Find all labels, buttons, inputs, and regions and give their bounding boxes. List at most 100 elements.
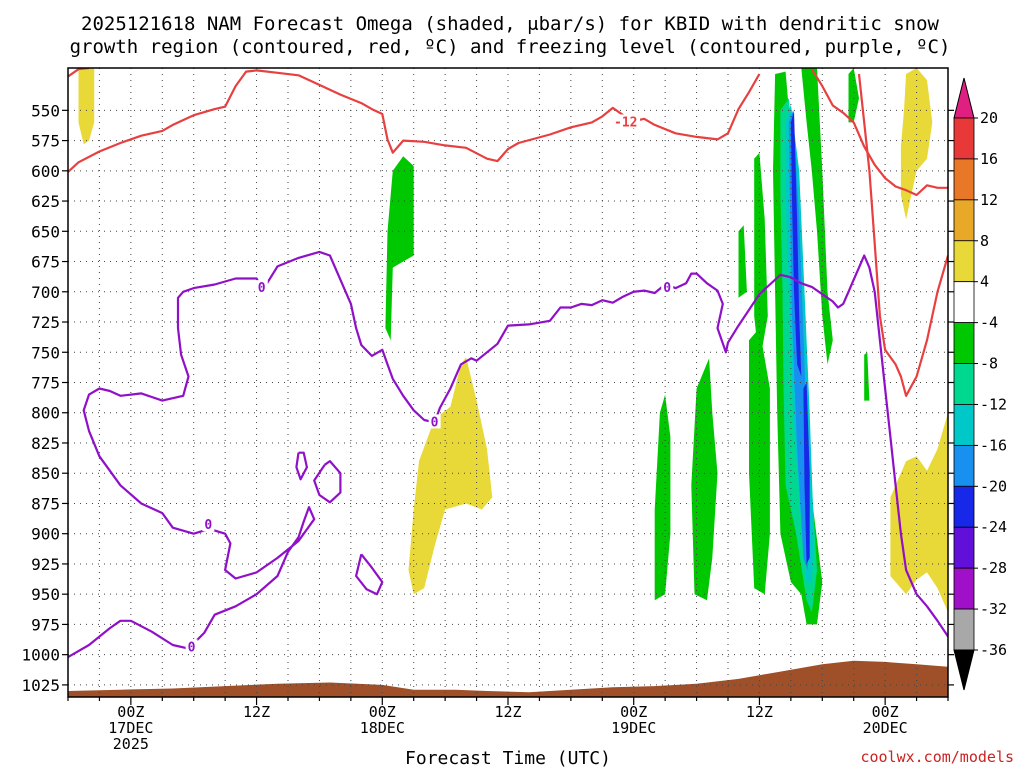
colorbar-band [953, 240, 975, 283]
colorbar-label: -20 [980, 477, 1007, 495]
y-tick-label: 825 [31, 434, 60, 453]
contour-line-3 [857, 73, 948, 397]
colorbar-label: -8 [980, 355, 998, 373]
x-tick-label: 17DEC [108, 719, 153, 737]
colorbar-band [953, 158, 975, 201]
colorbar-band [953, 363, 975, 405]
colorbar-label: -28 [980, 559, 1007, 577]
y-tick-label: 975 [31, 615, 60, 634]
y-tick-label: 775 [31, 374, 60, 393]
x-tick-label: 12Z [746, 703, 773, 721]
contour-line-6 [313, 460, 342, 504]
contour-line-4 [68, 250, 948, 659]
contour-label-freezing-3: 0 [204, 518, 212, 533]
contour-line-5 [295, 451, 308, 481]
contour-line-7 [355, 553, 384, 596]
y-tick-label: 925 [31, 555, 60, 574]
contour-label-freezing-4-bg [185, 639, 198, 654]
plot-contents: -12 0 0 0 0 0 [68, 68, 948, 697]
x-tick-label: 12Z [494, 703, 521, 721]
colorbar-band [953, 567, 975, 610]
omega-shade-8 [754, 152, 768, 365]
y-tick-label: 700 [31, 283, 60, 302]
y-tick-label: 750 [31, 343, 60, 362]
contour-label-freezing-1-bg [255, 280, 268, 295]
y-tick-label: 900 [31, 525, 60, 544]
y-tick-label: 650 [31, 222, 60, 241]
omega-shade-12 [864, 352, 870, 401]
omega-shade-7 [738, 225, 747, 298]
chart-title-line-2: growth region (contoured, red, ºC) and f… [70, 36, 951, 58]
contour-label-freezing-5: 0 [663, 281, 671, 296]
colorbar-bottom-arrow [953, 649, 975, 691]
omega-shade-0 [78, 68, 95, 145]
x-tick-label: 12Z [243, 703, 270, 721]
y-tick-label: 725 [31, 313, 60, 332]
contour-label-freezing-1: 0 [258, 281, 266, 296]
colorbar-label: -32 [980, 600, 1007, 618]
y-tick-label: 675 [31, 253, 60, 272]
colorbar-legend: 20 16 12 8 4 -4 -8 -12 -16 -20 -24 -28 -32 -36 [953, 77, 1007, 691]
y-tick-label: 600 [31, 162, 60, 181]
colorbar-label: -36 [980, 641, 1007, 659]
omega-shade-4 [385, 156, 414, 341]
omega-shade-17 [790, 110, 802, 377]
y-tick-label: 575 [31, 132, 60, 151]
x-tick-label: 00Z [872, 703, 899, 721]
colorbar-label: 20 [980, 109, 998, 127]
contour-label-freezing-2: 0 [431, 415, 439, 430]
colorbar-band [953, 281, 975, 324]
credit-link[interactable]: coolwx.com/models [860, 748, 1014, 766]
omega-shade-2 [900, 68, 933, 220]
y-tick-label: 1000 [21, 646, 60, 665]
colorbar-label: -4 [980, 314, 998, 332]
x-tick-label: 00Z [117, 703, 144, 721]
contour-line-1 [68, 69, 761, 173]
y-tick-label: 550 [31, 101, 60, 120]
contour-label-dgz: -12 [614, 115, 637, 130]
colorbar-band [953, 444, 975, 487]
omega-shade-9 [749, 328, 770, 595]
colorbar-band [953, 608, 975, 651]
colorbar-label: 4 [980, 273, 989, 291]
colorbar-band [953, 117, 975, 160]
plot-area: -12 0 0 0 0 0 [67, 67, 949, 698]
omega-shade-11 [848, 68, 859, 123]
y-tick-label: 950 [31, 585, 60, 604]
x-tick-label: 19DEC [611, 719, 656, 737]
colorbar-band [953, 322, 975, 364]
chart-title-line-1: 2025121618 NAM Forecast Omega (shaded, μ… [81, 13, 939, 35]
contour-label-dgz-bg [612, 114, 640, 129]
contour-label-freezing-3-bg [202, 517, 215, 532]
colorbar-top-arrow [953, 77, 975, 119]
y-tick-label: 850 [31, 464, 60, 483]
x-tick-label: 00Z [620, 703, 647, 721]
contour-label-freezing-4: 0 [188, 640, 196, 655]
colorbar-label: 8 [980, 232, 989, 250]
y-tick-label: 800 [31, 404, 60, 423]
colorbar-label: -16 [980, 436, 1007, 454]
omega-shade-13 [801, 68, 833, 365]
x-tick-label: 18DEC [360, 719, 405, 737]
x-tick-label: 2025 [113, 735, 149, 753]
colorbar-label: 16 [980, 150, 998, 168]
colorbar-band [953, 485, 975, 528]
x-tick-label: 00Z [369, 703, 396, 721]
colorbar-label: -24 [980, 518, 1007, 536]
terrain-surface [68, 660, 948, 697]
colorbar-label: 12 [980, 191, 998, 209]
colorbar-band [953, 199, 975, 242]
x-axis-label: Forecast Time (UTC) [405, 748, 611, 768]
y-tick-label: 625 [31, 192, 60, 211]
contour-line-2 [810, 68, 948, 197]
omega-shade-1 [408, 357, 493, 595]
x-tick-label: 20DEC [863, 719, 908, 737]
colorbar-band [953, 526, 975, 569]
colorbar-label: -12 [980, 395, 1007, 413]
omega-shade-5 [691, 358, 718, 601]
omega-shade-6 [654, 394, 671, 601]
contour-label-freezing-5-bg [661, 280, 674, 295]
contour-label-freezing-2-bg [428, 414, 441, 429]
